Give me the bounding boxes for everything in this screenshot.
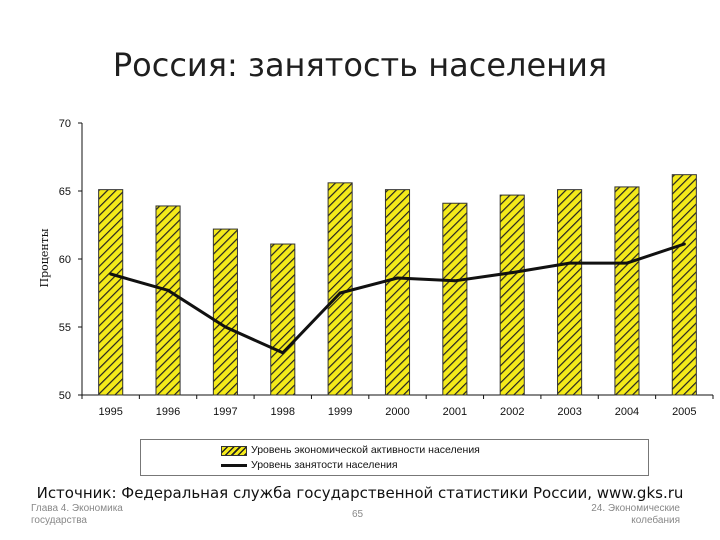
slide-title: Россия: занятость населения bbox=[112, 46, 608, 84]
combo-chart: 50 55 60 65 70 1995 1996 1997 1998 1999 2000 2001 20… bbox=[38, 118, 714, 418]
x-tick-label: 1995 bbox=[98, 406, 122, 418]
employment-point-2001 bbox=[453, 279, 457, 283]
x-tick-label: 1997 bbox=[213, 406, 237, 418]
footer-right: 24. Экономические колебания bbox=[591, 503, 680, 527]
footer-left-line-2: государства bbox=[31, 515, 87, 526]
x-tick-label: 2005 bbox=[672, 406, 696, 418]
legend-label-activity: Уровень экономической активности населен… bbox=[251, 444, 480, 456]
legend-item-bars: Уровень экономической активности населен… bbox=[221, 443, 480, 457]
legend-item-line: Уровень занятости населения bbox=[221, 458, 398, 472]
bar-activity-2002 bbox=[499, 194, 525, 396]
source-note: Источник: Федеральная служба государстве… bbox=[36, 484, 684, 502]
bar-activity-1997 bbox=[212, 228, 238, 396]
legend-line-swatch bbox=[221, 464, 247, 467]
x-tick-label: 2000 bbox=[385, 406, 409, 418]
x-tick-label: 2004 bbox=[615, 406, 639, 418]
bar-activity-2004 bbox=[614, 186, 640, 396]
y-tick-label: 50 bbox=[59, 390, 71, 402]
bar-activity-1998 bbox=[270, 243, 296, 396]
legend-label-employment: Уровень занятости населения bbox=[251, 459, 398, 471]
y-tick-label: 65 bbox=[59, 186, 71, 198]
employment-point-1999 bbox=[338, 291, 342, 295]
footer-right-line-1: 24. Экономические bbox=[591, 503, 680, 514]
y-tick-label: 70 bbox=[59, 118, 71, 130]
legend: Уровень экономической активности населен… bbox=[140, 439, 649, 476]
y-axis-label: Проценты bbox=[38, 228, 51, 287]
bar-activity-1996 bbox=[155, 205, 181, 396]
bar-activity-1995 bbox=[98, 189, 124, 396]
footer-left: Глава 4. Экономика государства bbox=[31, 503, 123, 527]
employment-point-2002 bbox=[510, 271, 514, 275]
legend-bar-swatch bbox=[221, 446, 247, 456]
employment-point-2004 bbox=[625, 261, 629, 265]
bar-activity-1999 bbox=[327, 182, 353, 396]
x-tick-label: 2003 bbox=[557, 406, 581, 418]
employment-point-1995 bbox=[109, 272, 113, 276]
bar-activity-2003 bbox=[557, 189, 583, 396]
employment-point-1996 bbox=[166, 288, 170, 292]
x-tick-label: 1998 bbox=[271, 406, 295, 418]
x-tick-label: 1996 bbox=[156, 406, 180, 418]
employment-point-2003 bbox=[568, 261, 572, 265]
footer-left-line-1: Глава 4. Экономика bbox=[31, 503, 123, 514]
employment-point-1998 bbox=[281, 351, 285, 355]
page-number: 65 bbox=[352, 509, 364, 520]
y-tick-label: 60 bbox=[59, 254, 71, 266]
bar-activity-2000 bbox=[384, 189, 411, 396]
bar-activity-2005 bbox=[671, 174, 697, 396]
y-tick-label: 55 bbox=[59, 322, 71, 334]
footer-right-line-2: колебания bbox=[631, 515, 680, 526]
bar-activity-2001 bbox=[442, 202, 468, 396]
employment-point-2005 bbox=[682, 242, 686, 246]
x-tick-label: 1999 bbox=[328, 406, 352, 418]
x-tick-label: 2001 bbox=[443, 406, 467, 418]
employment-point-2000 bbox=[396, 276, 399, 280]
employment-point-1997 bbox=[223, 325, 227, 329]
x-tick-label: 2002 bbox=[500, 406, 524, 418]
